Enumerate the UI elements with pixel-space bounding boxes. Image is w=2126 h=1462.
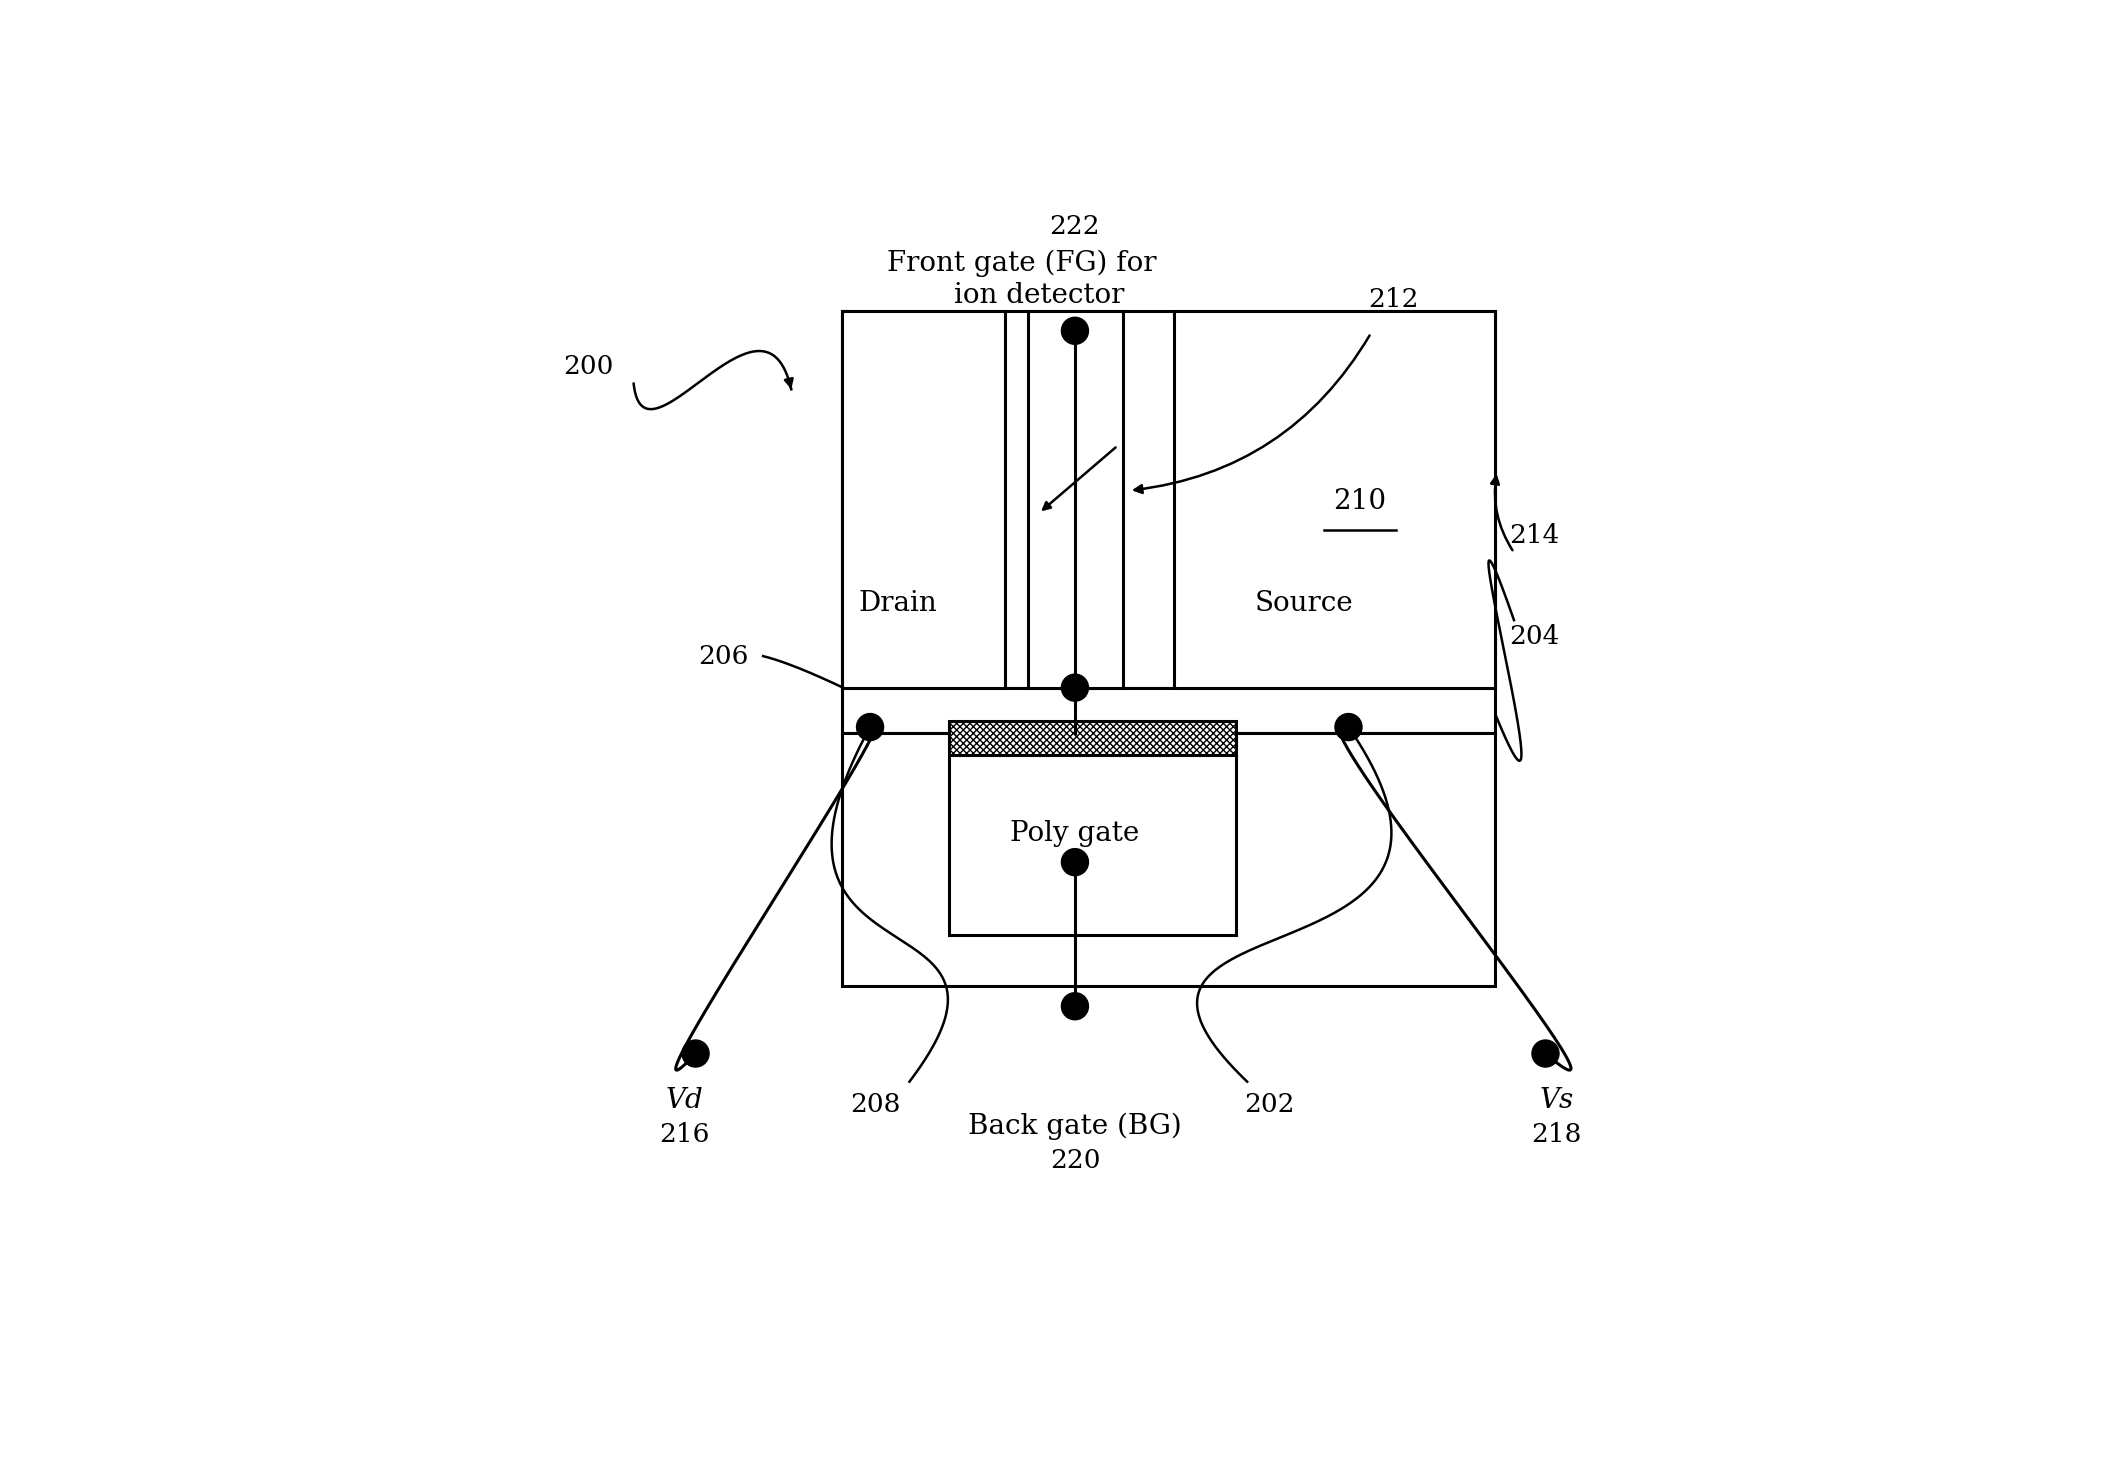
FancyArrowPatch shape — [1044, 447, 1116, 510]
Text: Vd: Vd — [665, 1088, 704, 1114]
Bar — [948, 721, 1235, 756]
Text: 204: 204 — [1509, 624, 1560, 649]
Text: Vs: Vs — [1539, 1088, 1573, 1114]
Text: Drain: Drain — [859, 589, 938, 617]
Text: Front gate (FG) for: Front gate (FG) for — [887, 250, 1157, 276]
Text: 212: 212 — [1369, 287, 1418, 311]
Circle shape — [857, 713, 884, 741]
Circle shape — [1061, 993, 1089, 1020]
Text: ion detector: ion detector — [955, 282, 1125, 310]
Bar — [948, 732, 1235, 936]
Text: 222: 222 — [1050, 213, 1101, 238]
FancyArrowPatch shape — [1490, 477, 1512, 550]
Circle shape — [1061, 317, 1089, 345]
Circle shape — [1533, 1039, 1558, 1067]
Text: 210: 210 — [1333, 488, 1386, 516]
Text: Poly gate: Poly gate — [1010, 820, 1140, 848]
Text: 214: 214 — [1509, 523, 1560, 548]
Text: Back gate (BG): Back gate (BG) — [967, 1113, 1182, 1140]
Text: 218: 218 — [1531, 1121, 1582, 1148]
Text: 200: 200 — [563, 354, 614, 379]
Circle shape — [1335, 713, 1363, 741]
Text: 202: 202 — [1244, 1092, 1295, 1117]
Circle shape — [682, 1039, 710, 1067]
Bar — [1027, 310, 1123, 687]
Circle shape — [1061, 674, 1089, 702]
Bar — [842, 310, 1006, 687]
Text: 216: 216 — [659, 1121, 710, 1148]
Bar — [842, 687, 1495, 732]
Text: 208: 208 — [850, 1092, 901, 1117]
Circle shape — [1061, 848, 1089, 876]
Bar — [1174, 310, 1495, 687]
Text: Source: Source — [1254, 589, 1352, 617]
FancyArrowPatch shape — [1135, 335, 1369, 493]
Bar — [842, 732, 1495, 985]
Text: 206: 206 — [699, 643, 748, 668]
Text: 220: 220 — [1050, 1148, 1099, 1173]
Bar — [842, 310, 1495, 687]
